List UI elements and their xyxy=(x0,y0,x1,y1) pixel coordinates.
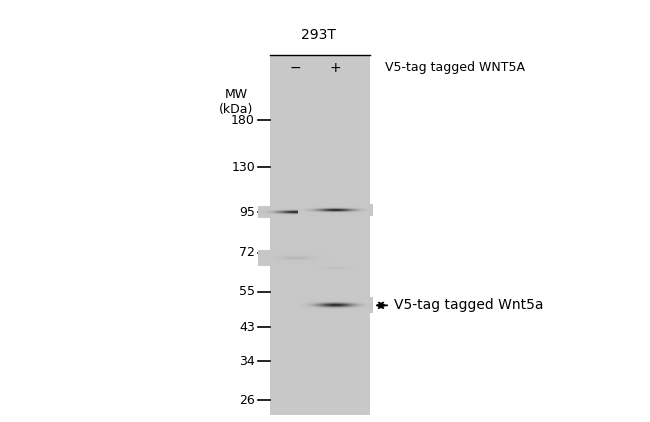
Text: 26: 26 xyxy=(239,393,255,406)
Text: 34: 34 xyxy=(239,354,255,368)
Text: MW: MW xyxy=(224,89,248,102)
Text: 130: 130 xyxy=(231,161,255,173)
Text: 293T: 293T xyxy=(300,28,335,42)
Text: −: − xyxy=(289,61,301,75)
Text: 72: 72 xyxy=(239,246,255,259)
Text: +: + xyxy=(329,61,341,75)
Text: V5-tag tagged WNT5A: V5-tag tagged WNT5A xyxy=(385,62,525,75)
Text: V5-tag tagged Wnt5a: V5-tag tagged Wnt5a xyxy=(394,298,543,312)
Text: 95: 95 xyxy=(239,206,255,219)
Text: 43: 43 xyxy=(239,321,255,334)
Text: 180: 180 xyxy=(231,114,255,127)
Text: 55: 55 xyxy=(239,285,255,298)
Text: (kDa): (kDa) xyxy=(219,103,254,116)
Bar xyxy=(270,55,370,415)
